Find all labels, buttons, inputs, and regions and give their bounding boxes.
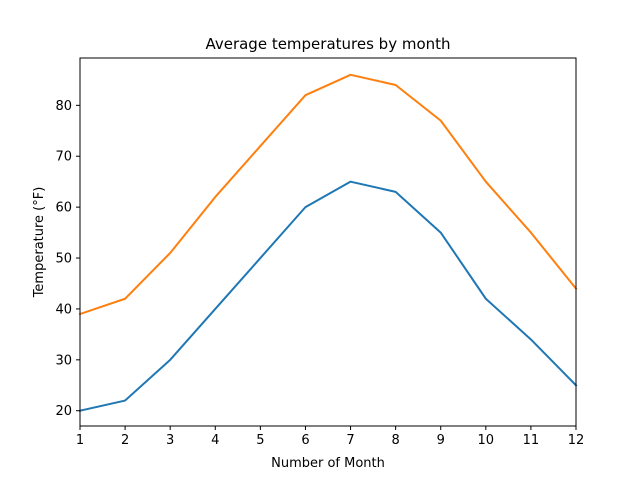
x-tick-label: 1: [76, 433, 84, 448]
x-tick-label: 8: [391, 433, 399, 448]
y-axis-label: Temperature (°F): [32, 187, 47, 299]
x-tick-label: 10: [478, 433, 495, 448]
y-tick-label: 70: [55, 150, 72, 165]
series-line-1: [78, 180, 578, 412]
x-axis-ticks: 1 2 3 4 5 6 7 8 9 10 11 12: [76, 426, 584, 448]
series-line-2: [78, 73, 578, 316]
chart-title: Average temperatures by month: [205, 35, 450, 53]
x-tick-label: 3: [166, 433, 174, 448]
x-tick-label: 7: [346, 433, 354, 448]
x-axis-label: Number of Month: [271, 456, 385, 471]
x-tick-label: 9: [437, 433, 445, 448]
y-tick-label: 30: [55, 353, 72, 368]
x-tick-label: 2: [121, 433, 129, 448]
y-axis-ticks: 20 30 40 50 60 70 80: [55, 99, 80, 419]
plot-frame: [79, 57, 577, 427]
x-tick-label: 5: [256, 433, 264, 448]
y-tick-label: 20: [55, 404, 72, 419]
series-layer: [78, 73, 578, 412]
x-tick-label: 11: [523, 433, 540, 448]
y-tick-label: 50: [55, 252, 72, 267]
x-tick-label: 12: [568, 433, 585, 448]
x-tick-label: 4: [211, 433, 219, 448]
y-tick-label: 60: [55, 201, 72, 216]
x-tick-label: 6: [301, 433, 309, 448]
y-tick-label: 80: [55, 99, 72, 114]
y-tick-label: 40: [55, 302, 72, 317]
